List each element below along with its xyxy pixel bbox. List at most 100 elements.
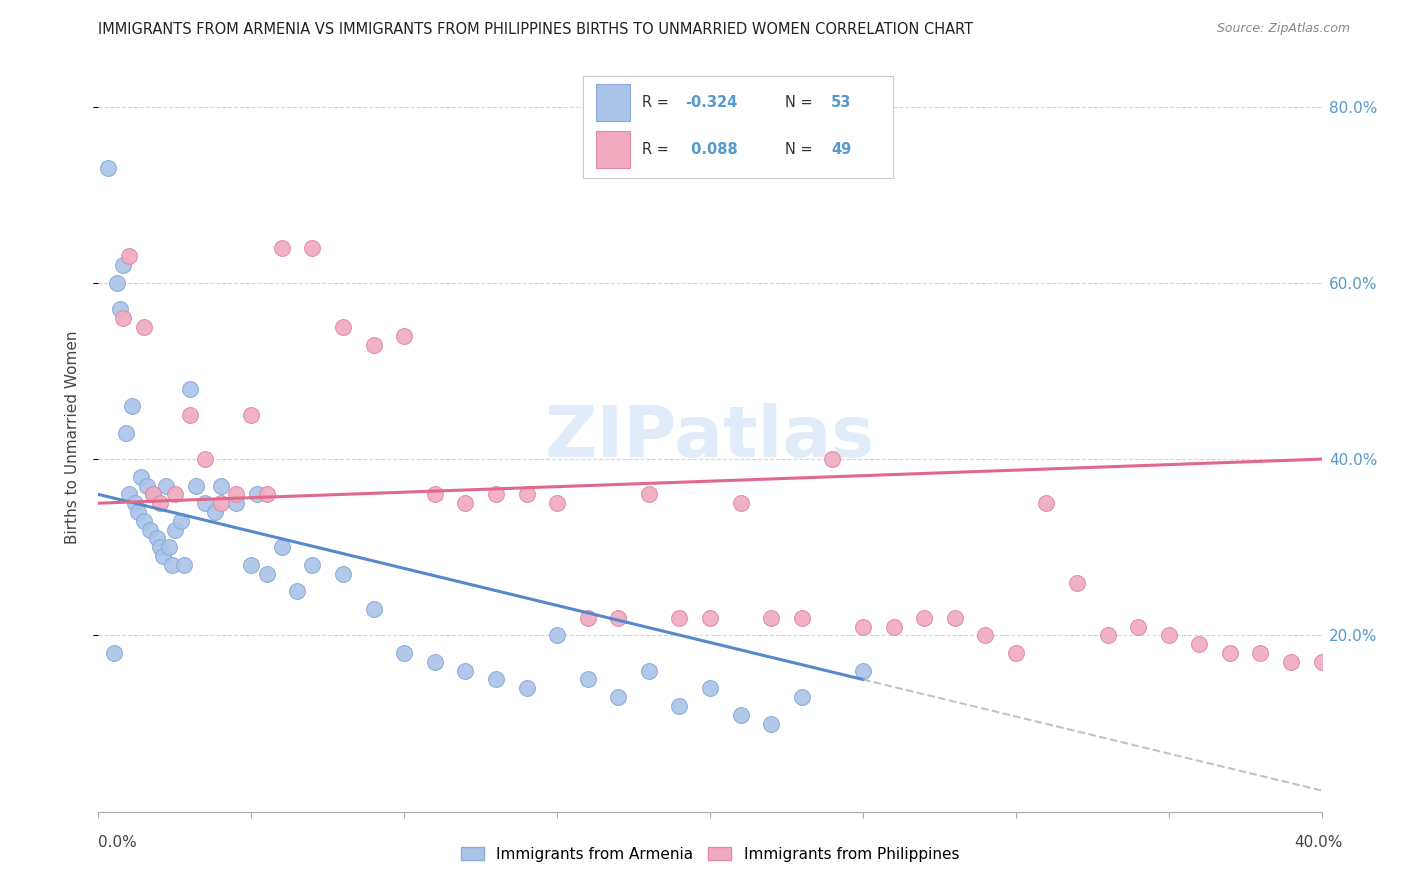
Point (1310, 655, 1333, 669)
Text: 0.088: 0.088 (686, 142, 737, 157)
Point (170, 514, 193, 528)
Point (256, 566, 278, 581)
Point (852, 619, 875, 633)
Point (240, 558, 263, 572)
Point (1341, 655, 1364, 669)
Text: 49: 49 (831, 142, 851, 157)
Text: N =: N = (785, 95, 817, 110)
Point (423, 487, 446, 501)
Point (270, 241, 294, 255)
Point (256, 487, 278, 501)
Point (301, 241, 323, 255)
Point (103, 646, 125, 660)
Point (637, 487, 661, 501)
Point (1035, 496, 1057, 510)
Point (392, 328, 416, 343)
Point (127, 505, 149, 519)
Point (761, 611, 783, 625)
Text: R =: R = (643, 142, 673, 157)
Point (285, 584, 308, 599)
Point (152, 549, 174, 563)
Point (576, 611, 599, 625)
Point (332, 319, 354, 334)
Point (668, 611, 690, 625)
Point (1219, 646, 1241, 660)
Point (301, 558, 323, 572)
Point (730, 496, 752, 510)
Point (1066, 575, 1088, 590)
Point (485, 673, 508, 687)
Point (1372, 664, 1395, 678)
Point (163, 487, 186, 501)
Text: N =: N = (785, 142, 817, 157)
Text: R =: R = (643, 95, 673, 110)
Text: -0.324: -0.324 (686, 95, 738, 110)
Point (145, 532, 167, 546)
Point (209, 478, 232, 492)
Point (607, 611, 630, 625)
Point (225, 487, 247, 501)
Point (134, 319, 156, 334)
Point (121, 399, 143, 413)
Point (943, 611, 966, 625)
Point (761, 716, 783, 731)
Text: Source: ZipAtlas.com: Source: ZipAtlas.com (1216, 22, 1350, 36)
Text: IMMIGRANTS FROM ARMENIA VS IMMIGRANTS FROM PHILIPPINES BIRTHS TO UNMARRIED WOMEN: IMMIGRANTS FROM ARMENIA VS IMMIGRANTS FR… (98, 22, 973, 37)
Point (821, 452, 844, 467)
Point (115, 425, 138, 440)
Point (173, 558, 195, 572)
Point (108, 302, 131, 317)
Point (790, 611, 813, 625)
Point (1188, 637, 1211, 651)
Bar (596, 131, 630, 168)
Point (637, 664, 661, 678)
Point (852, 664, 875, 678)
Point (194, 496, 217, 510)
Point (111, 258, 134, 272)
Point (179, 382, 201, 396)
Point (186, 478, 208, 492)
Point (163, 523, 186, 537)
Point (149, 496, 172, 510)
Point (516, 681, 538, 696)
Point (155, 478, 177, 492)
Point (246, 487, 269, 501)
Point (607, 690, 630, 705)
Point (105, 276, 128, 290)
Point (1250, 646, 1272, 660)
Text: 40.0%: 40.0% (1295, 836, 1343, 850)
Point (546, 496, 568, 510)
Point (209, 496, 232, 510)
Point (974, 628, 997, 642)
Point (1157, 628, 1180, 642)
Point (423, 655, 446, 669)
Point (194, 452, 217, 467)
Text: ZIPatlas: ZIPatlas (546, 402, 875, 472)
Point (118, 249, 141, 263)
Point (142, 487, 165, 501)
Point (118, 487, 141, 501)
Point (730, 707, 752, 722)
Point (912, 611, 935, 625)
Point (124, 496, 146, 510)
Point (454, 664, 477, 678)
Point (139, 523, 162, 537)
Point (332, 566, 354, 581)
Point (485, 487, 508, 501)
Point (790, 690, 813, 705)
Point (1004, 646, 1026, 660)
Point (1097, 628, 1119, 642)
Point (204, 505, 226, 519)
Point (142, 487, 165, 501)
Point (363, 337, 385, 351)
Y-axis label: Births to Unmarried Women: Births to Unmarried Women (65, 330, 80, 544)
Point (668, 698, 690, 713)
Point (136, 478, 159, 492)
Point (363, 602, 385, 616)
Point (454, 496, 477, 510)
Point (270, 541, 294, 555)
Point (149, 541, 172, 555)
Point (240, 408, 263, 422)
Point (546, 628, 568, 642)
Point (516, 487, 538, 501)
